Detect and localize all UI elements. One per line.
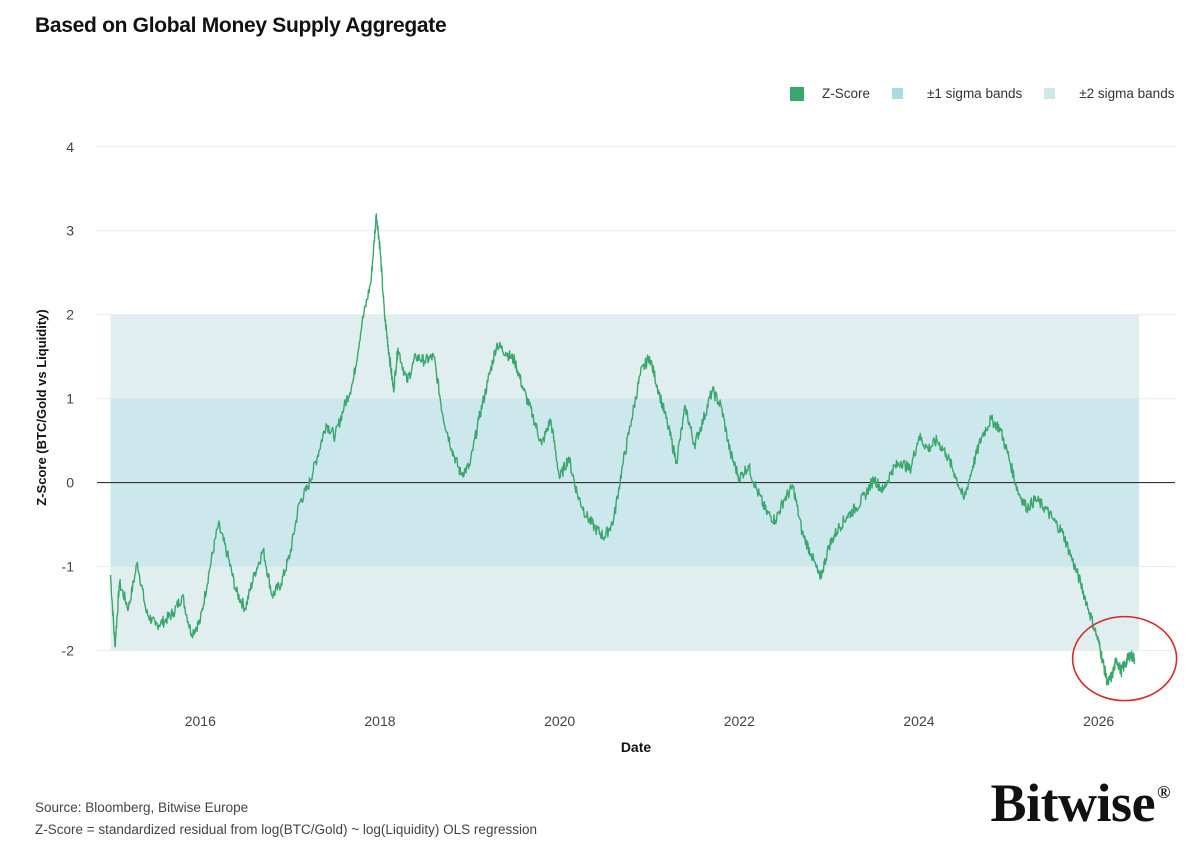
bitwise-logo: Bitwise ® [990,772,1171,834]
chart-title: Based on Global Money Supply Aggregate [35,14,447,37]
y-axis-label: Z-Score (BTC/Gold vs Liquidity) [34,309,49,505]
registered-mark: ® [1157,782,1170,802]
logo-text: Bitwise [990,773,1156,833]
legend-swatch-sigma2 [1044,88,1056,99]
legend-swatch-zscore [790,86,804,101]
y-tick-label: 0 [66,475,74,491]
source-note: Source: Bloomberg, Bitwise Europe [35,800,249,815]
legend-item-zscore[interactable]: Z-Score [790,86,870,101]
legend-label-zscore: Z-Score [822,86,871,101]
x-tick-label: 2026 [1083,713,1114,729]
x-tick-label: 2024 [903,713,934,729]
x-tick-label: 2018 [364,713,395,729]
method-note: Z-Score = standardized residual from log… [35,822,537,837]
x-tick-label: 2020 [544,713,575,729]
highlight-circle [1071,615,1178,702]
legend-item-sigma2[interactable]: ±2 sigma bands [1044,86,1174,101]
legend: Z-Score ±1 sigma bands ±2 sigma bands [790,86,1174,101]
y-tick-label: 3 [66,223,74,239]
legend-swatch-sigma1 [892,88,904,99]
x-axis-label: Date [621,739,652,755]
x-tick-label: 2016 [185,713,216,729]
y-tick-label: 2 [66,307,74,323]
y-tick-label: -1 [62,558,75,574]
y-tick-label: -2 [62,642,75,658]
zscore-series-line [109,213,1136,686]
legend-label-sigma1: ±1 sigma bands [927,86,1023,101]
legend-label-sigma2: ±2 sigma bands [1079,86,1175,101]
x-tick-label: 2022 [724,713,755,729]
legend-item-sigma1[interactable]: ±1 sigma bands [892,86,1022,101]
y-tick-label: 4 [66,139,74,155]
y-tick-label: 1 [66,391,74,407]
